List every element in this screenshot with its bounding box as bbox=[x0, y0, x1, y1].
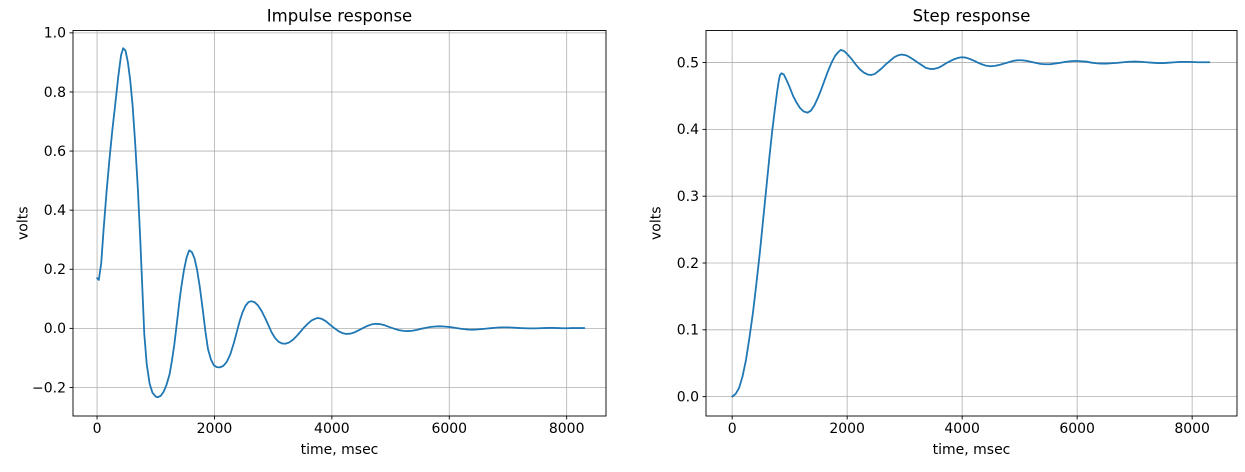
y-axis-label: volts bbox=[649, 206, 665, 240]
y-tick-label: 0.4 bbox=[677, 122, 699, 138]
x-tick-label: 4000 bbox=[314, 421, 350, 437]
y-tick-label: 0.1 bbox=[677, 323, 699, 339]
x-tick-label: 0 bbox=[728, 421, 737, 437]
y-tick-label: 0.3 bbox=[677, 189, 699, 205]
x-tick-label: 2000 bbox=[829, 421, 865, 437]
step-response-chart: 0 2000 4000 6000 8000 0.0 0.1 0.2 0.3 0.4 0.5 Step … bbox=[649, 7, 1238, 458]
ticks: 0 2000 4000 6000 8000 −0.2 0.0 0.2 0.4 0.6 0.8 1.0 bbox=[32, 26, 584, 437]
y-tick-label: 0.2 bbox=[44, 262, 66, 278]
y-tick-label: 0.8 bbox=[44, 85, 66, 101]
y-tick-label: 0.0 bbox=[677, 389, 699, 405]
plot-area bbox=[706, 30, 1237, 416]
x-tick-label: 8000 bbox=[1174, 421, 1210, 437]
x-tick-label: 4000 bbox=[944, 421, 980, 437]
x-axis-label: time, msec bbox=[933, 442, 1011, 458]
plot-area bbox=[73, 30, 606, 416]
x-tick-label: 2000 bbox=[197, 421, 233, 437]
grid bbox=[706, 30, 1237, 416]
x-axis-label: time, msec bbox=[301, 442, 379, 458]
y-tick-label: 0.0 bbox=[44, 321, 66, 337]
y-tick-label: 0.5 bbox=[677, 55, 699, 71]
y-tick-label: 1.0 bbox=[44, 26, 66, 42]
y-tick-label: 0.2 bbox=[677, 256, 699, 272]
grid bbox=[73, 30, 606, 416]
impulse_response-line bbox=[96, 47, 586, 399]
x-tick-label: 8000 bbox=[549, 421, 585, 437]
x-tick-label: 0 bbox=[93, 421, 102, 437]
y-tick-label: 0.6 bbox=[44, 144, 66, 160]
step_response-line bbox=[731, 48, 1211, 398]
y-axis-label: volts bbox=[16, 206, 32, 240]
chart-title: Step response bbox=[913, 7, 1031, 26]
x-tick-label: 6000 bbox=[431, 421, 467, 437]
impulse-response-chart: 0 2000 4000 6000 8000 −0.2 0.0 0.2 0.4 0.6 0.8 1.0 I… bbox=[16, 7, 607, 458]
axes-frame bbox=[705, 30, 1238, 417]
y-tick-label: −0.2 bbox=[32, 380, 66, 396]
y-tick-label: 0.4 bbox=[44, 203, 66, 219]
x-tick-label: 6000 bbox=[1059, 421, 1095, 437]
ticks: 0 2000 4000 6000 8000 0.0 0.1 0.2 0.3 0.4 0.5 bbox=[677, 55, 1210, 437]
axes-frame bbox=[72, 30, 607, 417]
chart-title: Impulse response bbox=[267, 7, 412, 26]
